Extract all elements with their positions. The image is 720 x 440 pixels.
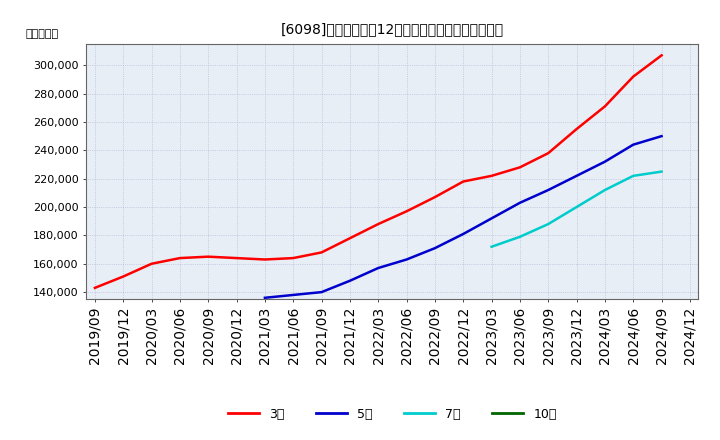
5年 — [346, 278, 354, 283]
5年 — [374, 265, 382, 271]
5年 — [572, 173, 581, 179]
5年 — [629, 142, 637, 147]
3年 — [544, 150, 552, 156]
3年 — [318, 250, 326, 255]
5年 — [516, 200, 524, 205]
Line: 7年: 7年 — [492, 172, 662, 247]
5年 — [261, 295, 269, 301]
7年 — [629, 173, 637, 179]
5年 — [487, 216, 496, 221]
5年 — [544, 187, 552, 193]
5年 — [402, 257, 411, 262]
3年 — [459, 179, 467, 184]
7年 — [600, 187, 609, 193]
3年 — [119, 274, 127, 279]
7年 — [516, 234, 524, 239]
3年 — [233, 256, 241, 261]
3年 — [516, 165, 524, 170]
7年 — [572, 205, 581, 210]
3年 — [657, 53, 666, 58]
3年 — [204, 254, 212, 259]
3年 — [148, 261, 156, 266]
Line: 3年: 3年 — [95, 55, 662, 288]
5年 — [289, 292, 297, 297]
5年 — [459, 231, 467, 237]
7年 — [487, 244, 496, 249]
Text: （百万円）: （百万円） — [25, 29, 58, 39]
Title: [6098]　当期純利益12か月移動合計の平均値の推移: [6098] 当期純利益12か月移動合計の平均値の推移 — [281, 22, 504, 36]
5年 — [600, 159, 609, 164]
3年 — [176, 256, 184, 261]
3年 — [346, 235, 354, 241]
5年 — [431, 246, 439, 251]
5年 — [318, 290, 326, 295]
3年 — [261, 257, 269, 262]
3年 — [572, 126, 581, 132]
3年 — [487, 173, 496, 179]
3年 — [289, 256, 297, 261]
Legend: 3年, 5年, 7年, 10年: 3年, 5年, 7年, 10年 — [223, 403, 562, 425]
5年 — [657, 133, 666, 139]
3年 — [91, 285, 99, 290]
3年 — [402, 209, 411, 214]
7年 — [544, 221, 552, 227]
3年 — [374, 221, 382, 227]
3年 — [600, 104, 609, 109]
7年 — [657, 169, 666, 174]
Line: 5年: 5年 — [265, 136, 662, 298]
3年 — [629, 74, 637, 79]
3年 — [431, 194, 439, 200]
